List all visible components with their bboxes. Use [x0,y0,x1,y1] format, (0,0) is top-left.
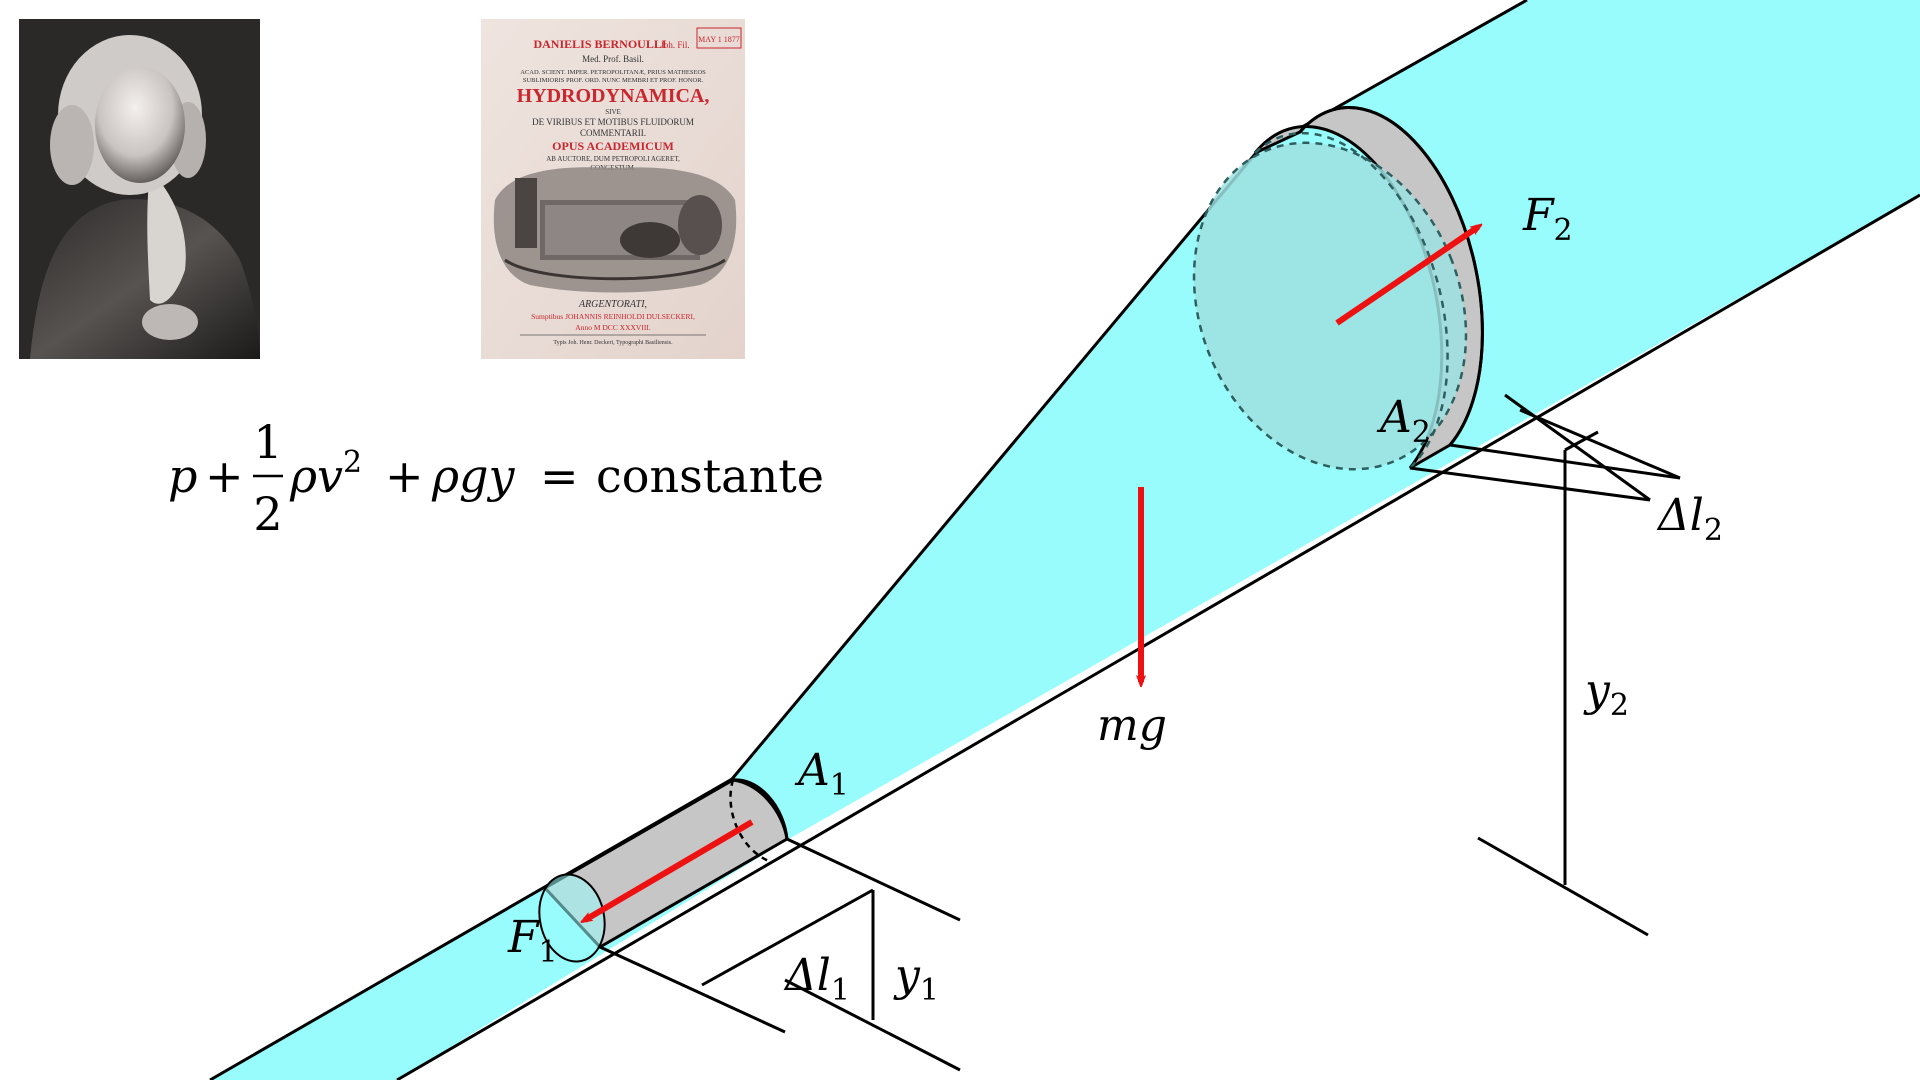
eq-rho-v: ρv2 [289,445,362,503]
label-y2: y2 [1583,665,1629,723]
large-fluid-element [1192,105,1484,471]
dl1-extension-right [786,837,961,922]
dimension-lines [599,393,1681,1072]
book-typographer: Typis Joh. Henr. Deckeri, Typographi Bas… [553,340,673,346]
large-plug-hidden-rim [1192,141,1468,471]
dl1-extension-left [599,945,786,1034]
book-engraving [493,167,737,293]
book-author: DANIELIS BERNOULLI [533,37,666,51]
dl1-dimension-line [701,888,874,987]
dl2-dimension-b [1504,393,1651,502]
dl2-extension-left [1409,466,1651,502]
book-author-note-1: AB AUCTORE, DUM PETROPOLI AGERET, [546,155,680,163]
y1-base-line [784,978,961,1072]
book-year: Anno M DCC XXXVIII. [575,323,651,332]
cone-upper-edge [730,152,1258,780]
large-plug-face [1194,142,1466,470]
label-y1: y1 [893,950,939,1008]
y2-base-line [1477,836,1649,937]
label-F1: F1 [507,912,558,970]
book-subtitle-1: DE VIRIBUS ET MOTIBUS FLUIDORUM [532,117,694,127]
label-dl1: Δl1 [783,950,850,1008]
fluid-tube [209,0,1920,1080]
library-stamp: MAY 1 1877 [698,35,740,44]
bernoulli-portrait [19,19,260,359]
large-plug-front-rim [1298,105,1484,446]
small-plug-rear-rim [732,778,789,840]
small-plug-hidden-edge [729,779,773,864]
book-city: ARGENTORATI, [578,299,647,310]
portrait-face [95,67,185,183]
large-plug-inner-rim [1254,131,1449,469]
label-A1: A1 [794,745,849,803]
F2-arrow [1335,227,1478,326]
label-mg: mg [1097,700,1167,751]
eq-rho-g-y: ρgy [431,449,515,503]
eq-frac-numerator: 1 [253,415,282,469]
portrait-hand [142,304,198,340]
eq-plus-1: + [205,449,244,503]
diagram-labels: A1 A2 F1 F2 mg Δl1 Δl2 y1 y2 [507,190,1723,1008]
eq-plus-2: + [385,449,424,503]
eq-constante: constante [596,449,824,503]
hydrodynamica-title-page: MAY 1 1877 DANIELIS BERNOULLI Joh. Fil. … [481,19,745,359]
book-line-2: Med. Prof. Basil. [582,54,644,64]
book-author-suffix: Joh. Fil. [660,40,689,50]
book-line-3: ACAD. SCIENT. IMPER. PETROPOLITANÆ, PRIU… [520,69,706,76]
book-opus: OPUS ACADEMICUM [552,139,674,153]
bernoulli-equation: p + 1 2 ρv2 + ρgy = constante [168,415,824,541]
portrait-cravat [147,170,186,304]
eq-frac-denominator: 2 [253,487,282,541]
book-printer: Sumptibus JOHANNIS REINHOLDI DULSECKERI, [531,312,695,321]
eq-p: p [168,449,197,503]
label-F2: F2 [1522,190,1573,248]
dl2-dimension-a [1519,408,1681,480]
book-sive: SIVE [605,108,621,116]
tube-bottom-edge [396,193,1920,1080]
book-title: HYDRODYNAMICA, [517,85,710,107]
force-arrows [585,227,1478,920]
label-dl2: Δl2 [1656,490,1723,548]
book-subtitle-2: COMMENTARII. [580,128,646,138]
book-line-4: SUBLIMIORIS PROF. ORD. NUNC MEMBRI ET PR… [523,77,704,84]
label-A2: A2 [1376,392,1431,450]
F1-arrow [585,819,754,920]
portrait-coat [30,199,260,359]
eq-equals: = [540,449,579,503]
fluid-body [210,0,1920,1080]
dl2-bracket [1564,430,1599,452]
